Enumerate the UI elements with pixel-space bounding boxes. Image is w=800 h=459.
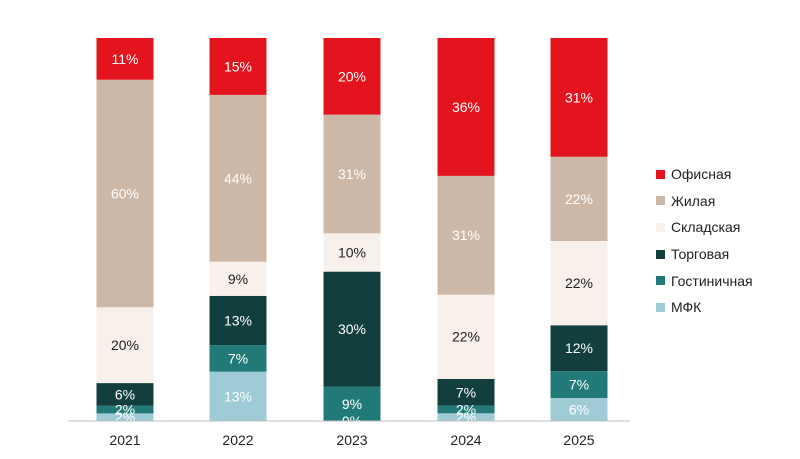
legend-item-4: Торговая	[656, 241, 796, 268]
legend-swatch	[656, 169, 665, 179]
segment-label-2021-6: 11%	[112, 51, 139, 67]
bar-segment-2024-3	[437, 378, 495, 406]
segment-label-2025-5: 22%	[565, 191, 593, 207]
x-axis-tick-labels: 2021 2022 2023 2024 2025	[109, 432, 594, 448]
bar-segment-2022-3	[209, 295, 267, 346]
bar-segment-2023-6	[323, 38, 381, 115]
segment-label-2025-2: 7%	[569, 377, 589, 393]
bar-segment-2023-2	[323, 386, 381, 421]
segment-label-2022-1: 13%	[224, 388, 252, 404]
x-tick-2024: 2024	[450, 432, 481, 448]
segment-label-2023-6: 20%	[338, 68, 366, 84]
bar-segment-2022-2	[209, 345, 267, 372]
bar-segment-2021-2	[96, 405, 154, 414]
segment-label-2024-4: 22%	[452, 329, 480, 345]
x-tick-2022: 2022	[222, 432, 253, 448]
segment-label-2023-5: 31%	[338, 166, 366, 182]
segment-label-2025-3: 12%	[565, 340, 593, 356]
x-tick-2021: 2021	[109, 432, 140, 448]
segment-label-2022-4: 9%	[228, 271, 248, 287]
bars-layer	[96, 38, 608, 421]
bar-segment-2022-5	[209, 94, 267, 262]
segment-label-2024-6: 36%	[452, 99, 480, 115]
x-tick-2025: 2025	[563, 432, 594, 448]
bar-segment-2024-5	[437, 175, 495, 295]
legend-item-5: Гостиничная	[656, 267, 796, 294]
legend-item-3: Складская	[656, 214, 796, 241]
segment-label-2024-5: 31%	[452, 227, 480, 243]
bar-segment-2025-5	[550, 156, 608, 241]
legend-label: Гостиничная	[671, 272, 753, 289]
bar-segment-2021-5	[96, 79, 154, 308]
bar-segment-2023-4	[323, 233, 381, 272]
segment-label-2022-3: 13%	[224, 313, 252, 329]
legend-label: Жилая	[671, 192, 716, 209]
segment-label-2022-2: 7%	[228, 350, 248, 366]
bar-segment-2021-3	[96, 383, 154, 406]
segment-label-2024-3: 7%	[456, 384, 476, 400]
legend-swatch	[656, 249, 665, 259]
bar-segment-2023-5	[323, 114, 381, 234]
legend-label: МФК	[671, 299, 702, 316]
bar-segment-2021-4	[96, 307, 154, 384]
segment-label-2021-5: 60%	[111, 185, 139, 201]
bar-segment-2021-1	[96, 413, 154, 421]
segment-label-2021-3: 6%	[115, 386, 135, 402]
bar-segment-2024-4	[437, 294, 495, 379]
bar-segment-2025-1	[550, 398, 608, 421]
bar-segment-2023-3	[323, 271, 381, 387]
legend-label: Складская	[671, 219, 741, 236]
segment-label-2023-2: 9%	[342, 396, 362, 412]
bar-segment-2025-4	[550, 240, 608, 326]
legend-item-6: МФК	[656, 294, 796, 321]
segment-label-2021-4: 20%	[111, 337, 139, 353]
bar-segment-2025-3	[550, 325, 608, 372]
segment-label-2023-4: 10%	[338, 244, 366, 260]
bar-segment-2024-6	[437, 38, 495, 176]
legend-swatch	[656, 196, 665, 206]
legend-item-2: Жилая	[656, 188, 796, 215]
segment-label-2024-2: 2%	[456, 402, 476, 418]
legend-label: Торговая	[671, 246, 730, 263]
segment-label-2022-6: 15%	[224, 58, 252, 74]
legend-swatch	[656, 302, 665, 312]
segment-label-2025-6: 31%	[565, 89, 593, 105]
legend-label: Офисная	[671, 166, 732, 183]
segment-label-2025-1: 6%	[569, 402, 589, 418]
legend-swatch	[656, 222, 665, 232]
bar-segment-2024-1	[437, 413, 495, 421]
segment-label-2022-5: 44%	[224, 170, 252, 186]
bar-segment-2021-6	[96, 38, 154, 80]
segment-label-2021-2: 2%	[115, 402, 135, 418]
chart-legend: Офисная Жилая Складская Торговая Гостиничная…	[656, 161, 796, 321]
bar-segment-2022-1	[209, 371, 267, 421]
bar-segment-2024-2	[437, 405, 495, 414]
segment-label-2023-3: 30%	[338, 321, 366, 337]
bar-segment-2025-6	[550, 38, 608, 157]
x-tick-2023: 2023	[336, 432, 367, 448]
legend-item-1: Офисная	[656, 161, 796, 188]
bar-segment-2022-4	[209, 261, 267, 296]
segment-label-2025-4: 22%	[565, 275, 593, 291]
bar-segment-2022-6	[209, 38, 267, 95]
legend-swatch	[656, 276, 665, 286]
bar-segment-2025-2	[550, 371, 608, 399]
